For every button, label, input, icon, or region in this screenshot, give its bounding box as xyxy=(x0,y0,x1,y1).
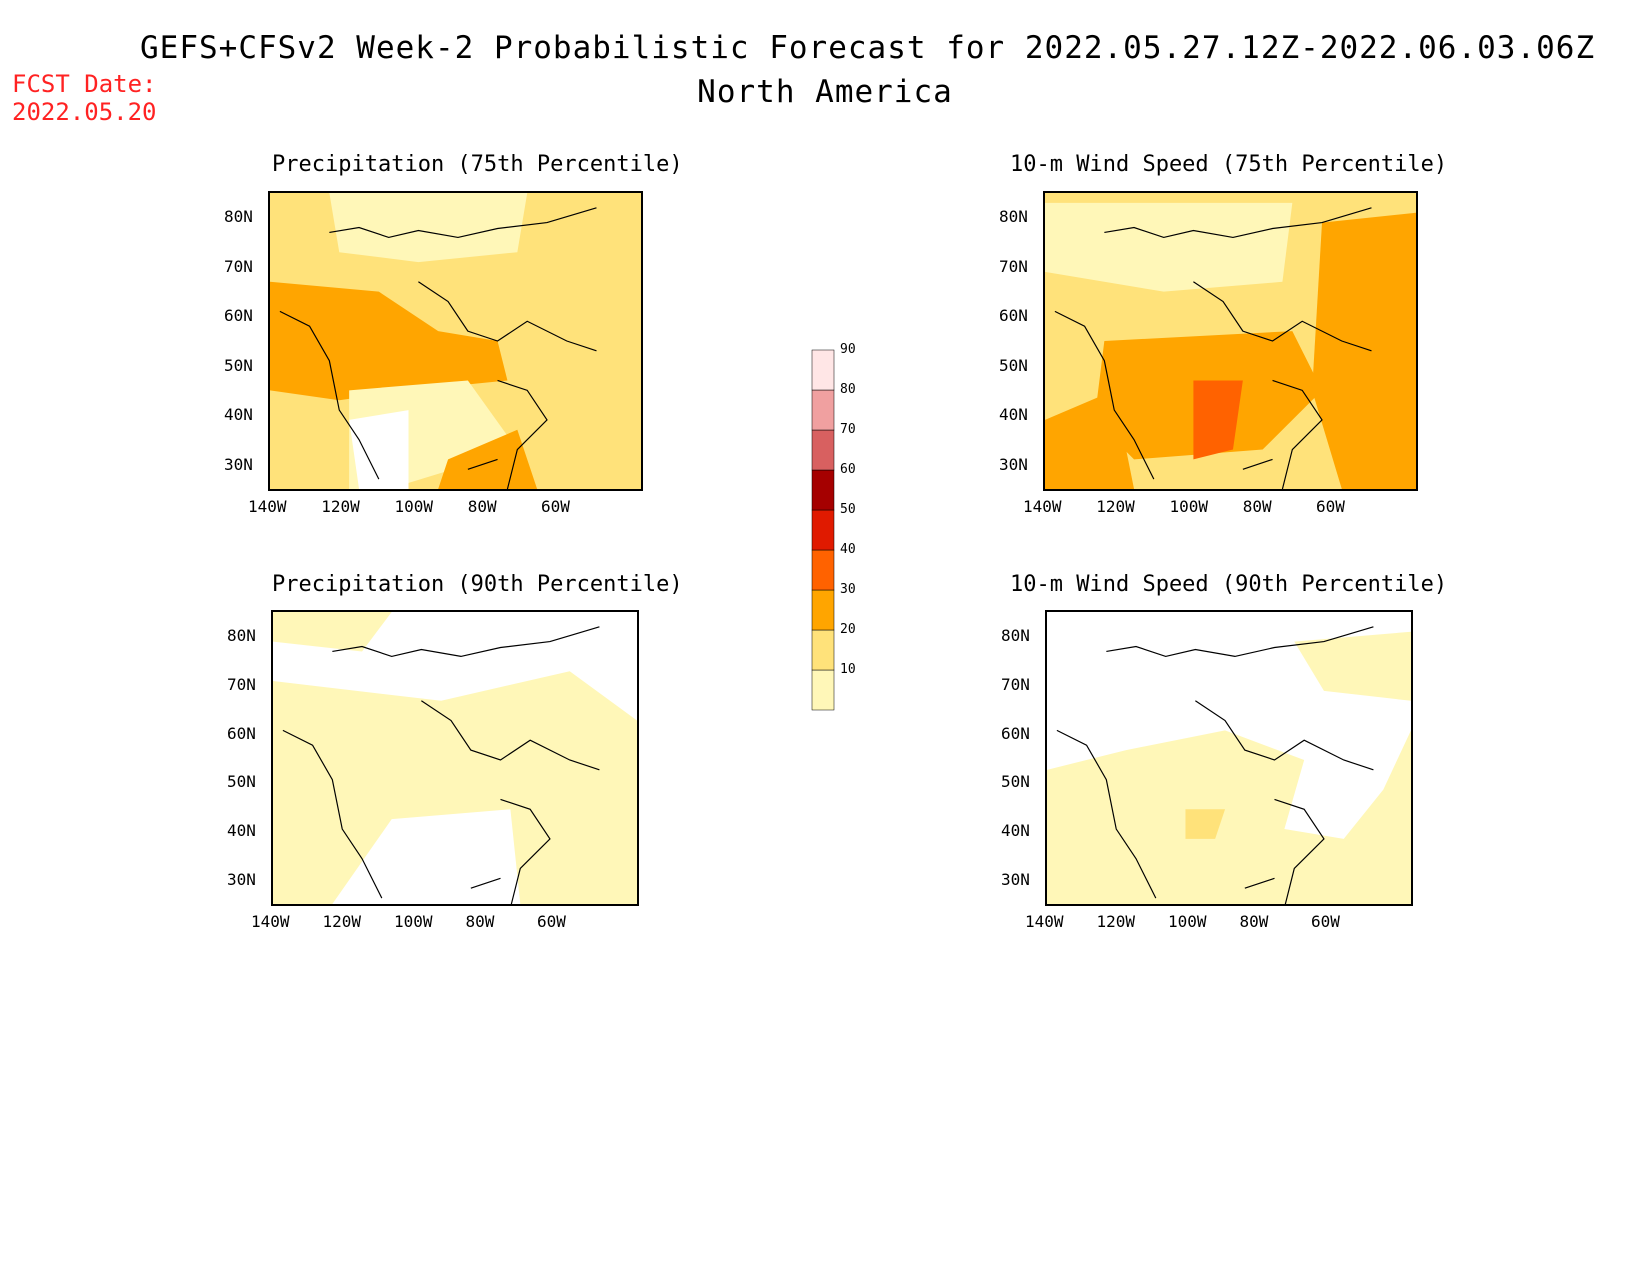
lon-tick-label: 140W xyxy=(1025,912,1064,931)
forecast-date: FCST Date: 2022.05.20 xyxy=(12,70,157,126)
lat-tick-label: 80N xyxy=(227,626,256,645)
lat-tick-label: 30N xyxy=(999,455,1028,474)
map-precip-90 xyxy=(271,610,639,906)
probability-contour xyxy=(273,612,392,652)
coastline xyxy=(279,207,597,489)
panel-title-precip-75: Precipitation (75th Percentile) xyxy=(272,152,683,177)
colorbar xyxy=(811,349,835,711)
lat-tick-label: 80N xyxy=(999,207,1028,226)
lon-tick-label: 80W xyxy=(1242,497,1272,516)
lat-tick-label: 60N xyxy=(227,723,256,743)
probability-contour xyxy=(270,281,508,401)
panel-title-wind-90: 10-m Wind Speed (90th Percentile) xyxy=(1010,572,1448,597)
panel-title-wind-75: 10-m Wind Speed (75th Percentile) xyxy=(1010,152,1448,177)
lat-tick-label: 50N xyxy=(999,355,1028,375)
colorbar-swatch xyxy=(811,669,835,711)
lon-tick-label: 120W xyxy=(322,912,362,931)
lat-tick-label: 30N xyxy=(224,455,253,474)
colorbar-swatch xyxy=(811,549,835,591)
lat-tick-label: 40N xyxy=(227,821,256,841)
lon-tick-label: 80W xyxy=(1239,912,1269,931)
lon-tick-label: 60W xyxy=(537,912,566,931)
forecast-date-value: 2022.05.20 xyxy=(12,98,157,126)
coastline xyxy=(1054,207,1372,489)
probability-contour xyxy=(349,410,409,489)
lon-tick-label: 140W xyxy=(251,912,290,931)
lon-tick-label: 100W xyxy=(394,497,434,516)
lat-tick-label: 80N xyxy=(1001,626,1030,645)
lon-tick-label: 120W xyxy=(1096,497,1135,516)
map-field xyxy=(1045,193,1416,489)
lat-tick-label: 80N xyxy=(224,207,253,226)
lat-tick-label: 40N xyxy=(1001,821,1030,841)
lat-tick-label: 30N xyxy=(227,870,256,889)
map-precip-75 xyxy=(268,191,643,491)
probability-contour xyxy=(1193,380,1243,460)
colorbar-swatch xyxy=(811,509,835,551)
colorbar-level-label: 20 xyxy=(840,622,856,637)
lat-tick-label: 50N xyxy=(227,772,256,792)
colorbar-level-label: 10 xyxy=(840,662,856,677)
colorbar-swatch xyxy=(811,589,835,631)
lon-tick-label: 140W xyxy=(1023,497,1062,516)
lat-tick-label: 70N xyxy=(227,674,256,694)
colorbar-level-label: 50 xyxy=(840,502,856,517)
lat-tick-label: 70N xyxy=(1001,674,1030,694)
forecast-date-label: FCST Date: xyxy=(12,70,157,98)
lat-tick-label: 70N xyxy=(224,256,253,276)
lon-tick-label: 120W xyxy=(321,497,360,516)
colorbar-swatch xyxy=(811,349,835,391)
colorbar-level-label: 60 xyxy=(840,462,856,477)
lon-tick-label: 80W xyxy=(467,497,497,516)
map-wind-90 xyxy=(1045,610,1413,906)
colorbar-level-label: 90 xyxy=(840,342,856,357)
map-field xyxy=(273,612,637,904)
lon-tick-label: 140W xyxy=(248,497,287,516)
probability-contour xyxy=(1185,809,1226,839)
probability-contour xyxy=(1312,212,1416,489)
lat-tick-label: 50N xyxy=(1001,772,1030,792)
map-field xyxy=(270,193,641,489)
probability-contour xyxy=(1047,730,1411,904)
lat-tick-label: 40N xyxy=(999,405,1028,425)
lat-tick-label: 60N xyxy=(1001,723,1030,743)
lat-tick-label: 60N xyxy=(999,306,1028,326)
lat-tick-label: 60N xyxy=(224,306,253,326)
lat-tick-label: 50N xyxy=(224,355,253,375)
lon-tick-label: 100W xyxy=(394,912,433,931)
map-field xyxy=(1047,612,1411,904)
probability-contour xyxy=(438,429,538,489)
colorbar-swatch xyxy=(811,389,835,431)
lon-tick-label: 120W xyxy=(1096,912,1136,931)
probability-contour xyxy=(329,193,528,263)
coastline xyxy=(1056,626,1374,904)
map-wind-75 xyxy=(1043,191,1418,491)
coastline xyxy=(282,626,600,904)
probability-contour xyxy=(1294,631,1411,701)
probability-contour xyxy=(273,671,637,904)
lon-tick-label: 60W xyxy=(1316,497,1345,516)
probability-contour xyxy=(1045,202,1293,292)
lon-tick-label: 100W xyxy=(1168,912,1207,931)
colorbar-level-label: 80 xyxy=(840,382,856,397)
lat-tick-label: 70N xyxy=(999,256,1028,276)
lon-tick-label: 60W xyxy=(541,497,570,516)
lon-tick-label: 100W xyxy=(1169,497,1209,516)
colorbar-swatch xyxy=(811,629,835,671)
colorbar-level-label: 40 xyxy=(840,542,856,557)
lat-tick-label: 40N xyxy=(224,405,253,425)
lon-tick-label: 60W xyxy=(1311,912,1340,931)
main-title: GEFS+CFSv2 Week-2 Probabilistic Forecast… xyxy=(140,30,1596,66)
panel-title-precip-90: Precipitation (90th Percentile) xyxy=(272,572,683,597)
lat-tick-label: 30N xyxy=(1001,870,1030,889)
colorbar-swatch xyxy=(811,469,835,511)
lon-tick-label: 80W xyxy=(465,912,495,931)
colorbar-level-label: 30 xyxy=(840,582,856,597)
colorbar-swatch xyxy=(811,429,835,471)
probability-contour xyxy=(1045,390,1135,489)
region-subtitle: North America xyxy=(697,74,953,110)
colorbar-level-label: 70 xyxy=(840,422,856,437)
